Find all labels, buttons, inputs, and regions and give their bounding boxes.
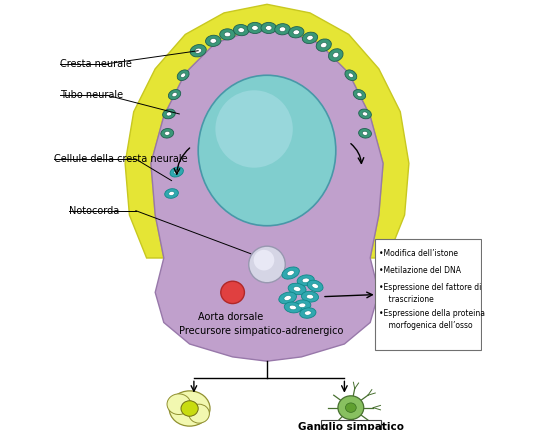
Text: •Espressione del fattore di
    trascrizione: •Espressione del fattore di trascrizione	[379, 283, 481, 304]
FancyBboxPatch shape	[321, 420, 381, 430]
Ellipse shape	[293, 30, 300, 35]
Ellipse shape	[221, 281, 245, 304]
Ellipse shape	[307, 295, 313, 299]
Polygon shape	[151, 26, 383, 361]
Ellipse shape	[304, 311, 311, 315]
Ellipse shape	[359, 129, 372, 138]
Ellipse shape	[233, 25, 249, 36]
Ellipse shape	[345, 403, 356, 412]
Ellipse shape	[297, 275, 314, 286]
Ellipse shape	[307, 35, 313, 40]
Ellipse shape	[307, 280, 323, 292]
Ellipse shape	[169, 391, 210, 426]
Text: Cresta neurale: Cresta neurale	[60, 58, 131, 69]
Ellipse shape	[254, 250, 274, 270]
Ellipse shape	[287, 270, 294, 276]
Ellipse shape	[215, 90, 293, 168]
Ellipse shape	[174, 170, 179, 174]
Ellipse shape	[224, 32, 231, 37]
Ellipse shape	[206, 35, 221, 46]
Ellipse shape	[195, 48, 201, 53]
Ellipse shape	[275, 24, 290, 35]
Ellipse shape	[279, 27, 286, 31]
Ellipse shape	[282, 267, 300, 279]
Text: •Metilazione del DNA: •Metilazione del DNA	[379, 266, 461, 275]
Ellipse shape	[219, 29, 235, 40]
Ellipse shape	[338, 396, 364, 419]
Ellipse shape	[333, 52, 339, 58]
Ellipse shape	[284, 302, 301, 313]
Ellipse shape	[312, 283, 318, 289]
Text: Cellule della cresta neurale: Cellule della cresta neurale	[54, 154, 188, 164]
Ellipse shape	[164, 131, 170, 135]
Ellipse shape	[357, 92, 362, 97]
Ellipse shape	[210, 39, 216, 43]
Text: Notocorda: Notocorda	[69, 206, 120, 216]
Ellipse shape	[169, 191, 175, 196]
Ellipse shape	[252, 26, 258, 30]
Ellipse shape	[163, 109, 175, 119]
Ellipse shape	[294, 300, 311, 311]
Ellipse shape	[198, 75, 336, 226]
Ellipse shape	[172, 92, 177, 97]
Ellipse shape	[316, 39, 332, 51]
Text: Tubo neurale: Tubo neurale	[60, 90, 123, 101]
Ellipse shape	[170, 167, 183, 177]
Polygon shape	[125, 4, 409, 258]
Ellipse shape	[177, 70, 189, 80]
Ellipse shape	[164, 189, 178, 198]
Ellipse shape	[168, 89, 180, 100]
Ellipse shape	[249, 246, 285, 283]
Ellipse shape	[359, 109, 371, 119]
Ellipse shape	[189, 404, 209, 423]
Ellipse shape	[238, 28, 245, 32]
Ellipse shape	[181, 401, 198, 416]
Ellipse shape	[167, 394, 191, 415]
Text: Ganglio simpatico: Ganglio simpatico	[298, 422, 404, 430]
Ellipse shape	[288, 283, 306, 295]
Ellipse shape	[348, 73, 354, 77]
Text: •Espressione della proteina
    morfogenica dell’osso: •Espressione della proteina morfogenica …	[379, 309, 485, 329]
Text: Precursore simpatico-adrenergico: Precursore simpatico-adrenergico	[179, 326, 343, 336]
Ellipse shape	[247, 22, 263, 34]
Ellipse shape	[345, 70, 357, 80]
Ellipse shape	[328, 49, 343, 61]
Ellipse shape	[180, 73, 186, 77]
Text: Aorta dorsale: Aorta dorsale	[198, 312, 263, 322]
Text: •Modifica dell’istone: •Modifica dell’istone	[379, 249, 458, 258]
Ellipse shape	[354, 89, 366, 100]
Ellipse shape	[299, 303, 306, 307]
Ellipse shape	[289, 305, 296, 310]
Ellipse shape	[261, 22, 277, 34]
Ellipse shape	[166, 112, 171, 116]
Ellipse shape	[265, 26, 272, 30]
Ellipse shape	[161, 129, 174, 138]
Ellipse shape	[302, 278, 309, 283]
Ellipse shape	[288, 27, 304, 38]
Ellipse shape	[301, 291, 319, 302]
Ellipse shape	[190, 45, 206, 57]
Ellipse shape	[302, 32, 318, 43]
Ellipse shape	[284, 295, 292, 301]
Ellipse shape	[279, 292, 296, 304]
Ellipse shape	[320, 43, 327, 48]
Ellipse shape	[300, 308, 316, 318]
Ellipse shape	[293, 286, 301, 292]
Ellipse shape	[363, 131, 368, 135]
FancyBboxPatch shape	[374, 239, 481, 350]
Ellipse shape	[363, 112, 368, 116]
